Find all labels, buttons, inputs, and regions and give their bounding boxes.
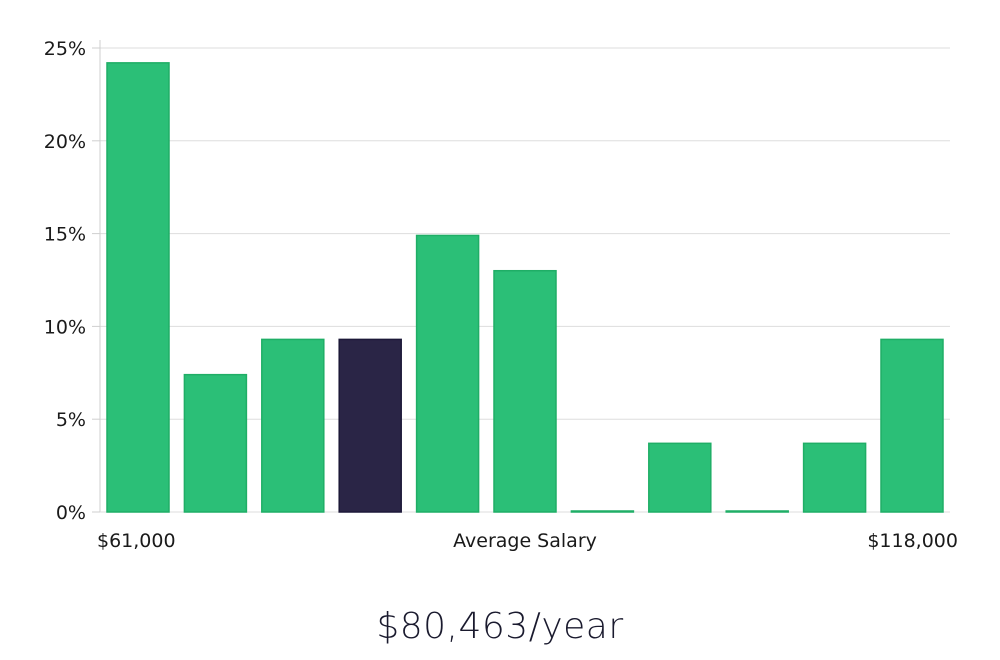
bar bbox=[415, 234, 480, 513]
bar bbox=[880, 338, 944, 513]
y-tick-label: 25% bbox=[44, 38, 86, 60]
y-tick-label: 0% bbox=[56, 502, 86, 524]
x-center-label: Average Salary bbox=[453, 530, 597, 552]
x-min-label: $61,000 bbox=[97, 530, 176, 552]
bars bbox=[106, 62, 944, 513]
salary-histogram: 0%5%10%15%20%25% $61,000 Average Salary … bbox=[44, 38, 958, 552]
x-max-label: $118,000 bbox=[867, 530, 958, 552]
y-axis-ticks: 0% 5% 10% 15% 20% 25% bbox=[44, 38, 100, 524]
y-tick-label: 5% bbox=[56, 409, 86, 431]
bar bbox=[106, 62, 170, 513]
bar bbox=[648, 442, 712, 513]
y-tick-label: 15% bbox=[44, 224, 86, 246]
bar bbox=[493, 269, 557, 513]
y-tick-label: 20% bbox=[44, 131, 86, 153]
bar-highlighted bbox=[338, 338, 402, 513]
bar bbox=[725, 510, 789, 513]
average-salary-value: $80,463/year bbox=[376, 606, 624, 647]
bar bbox=[261, 338, 325, 513]
y-tick-label: 10% bbox=[44, 316, 86, 338]
bar bbox=[183, 373, 248, 513]
bar bbox=[802, 442, 867, 513]
bar bbox=[570, 510, 635, 513]
